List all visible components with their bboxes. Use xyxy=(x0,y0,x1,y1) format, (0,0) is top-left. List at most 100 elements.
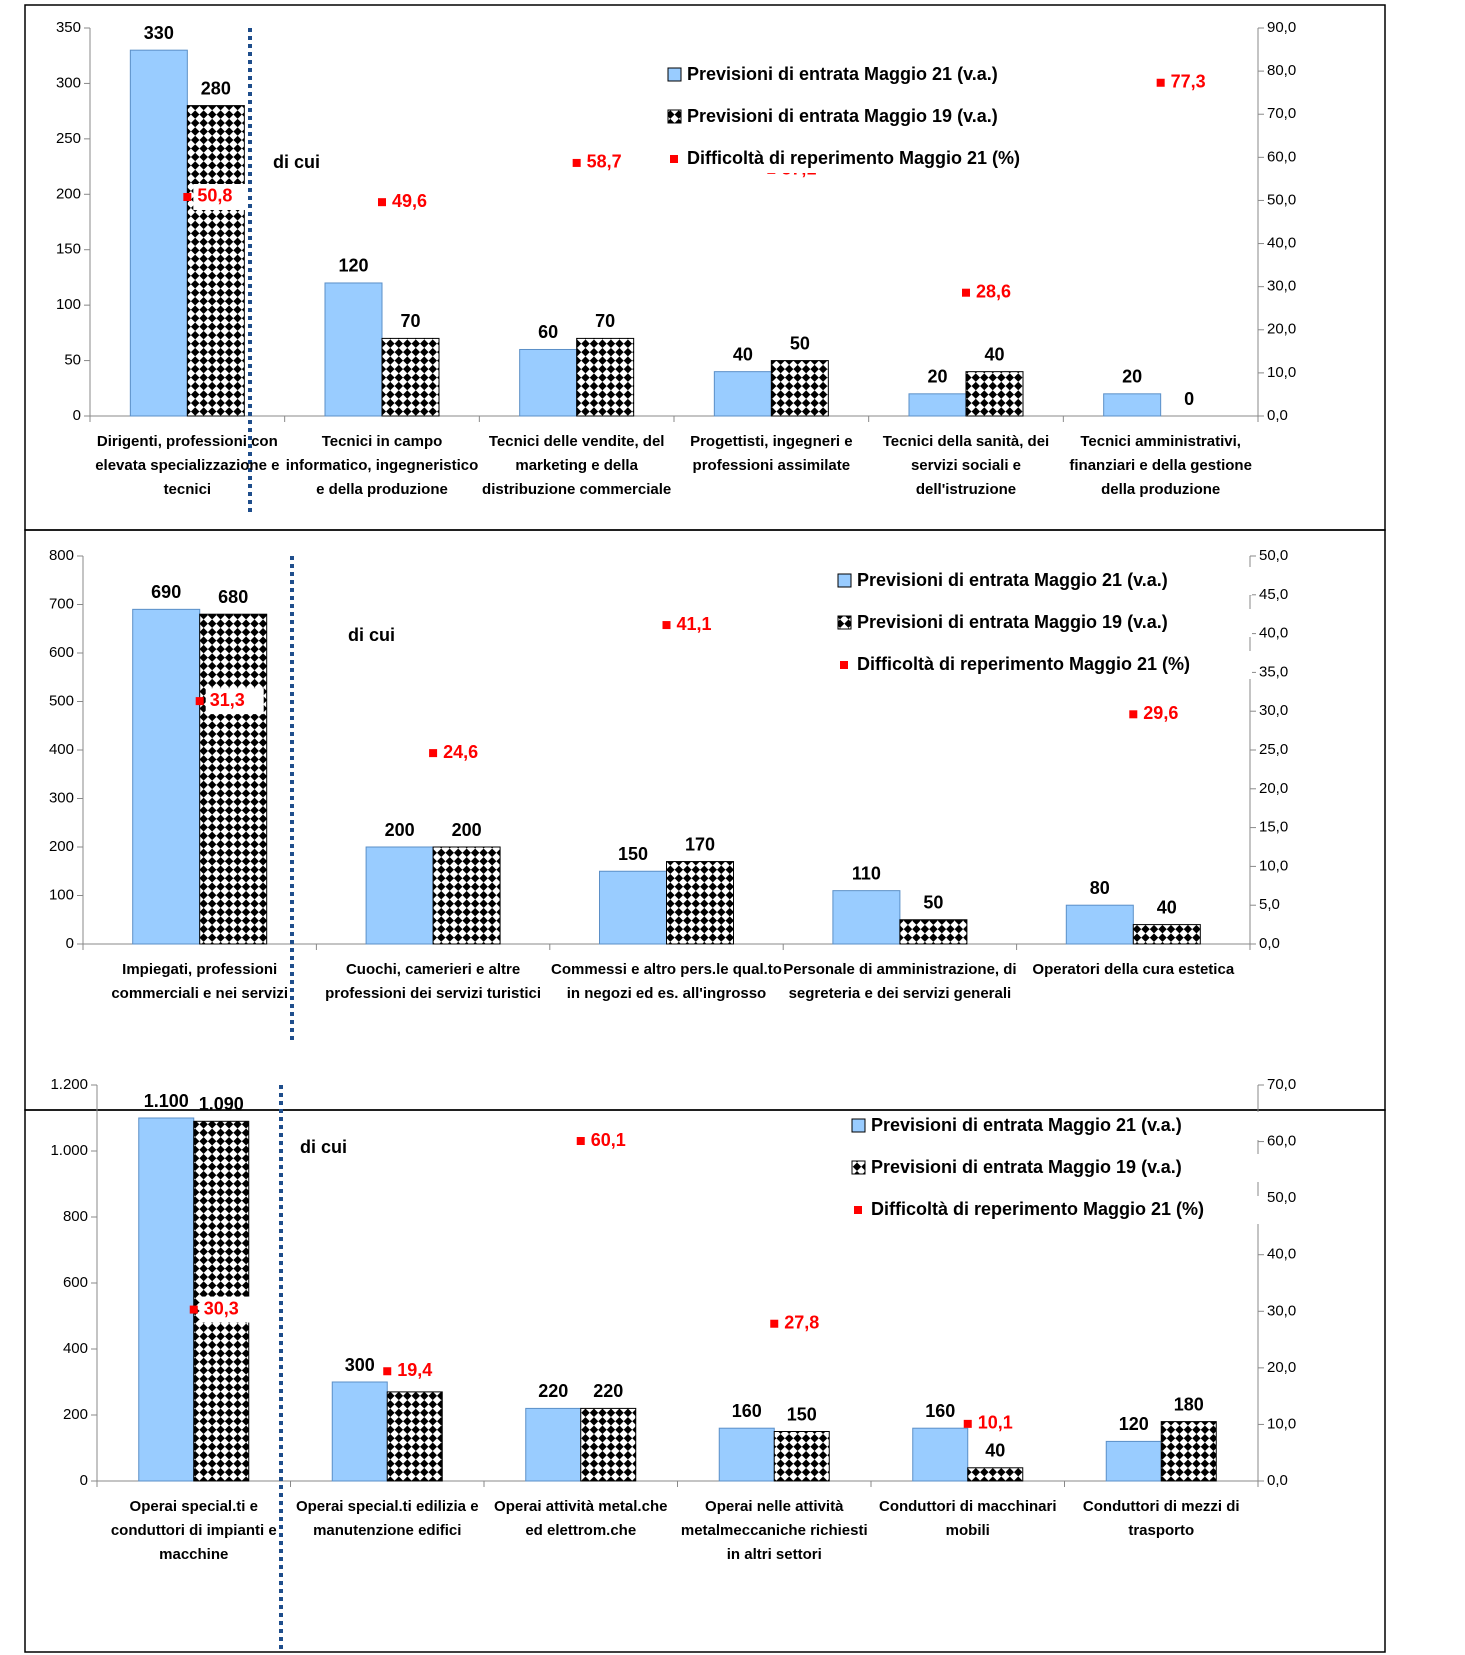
legend-box xyxy=(662,61,1082,89)
point xyxy=(962,288,970,297)
legend-box xyxy=(662,145,1082,173)
bar xyxy=(832,890,901,945)
point xyxy=(383,1367,392,1376)
y2-tick-label: 5,0 xyxy=(1259,896,1280,913)
y2-tick-label: 0,0 xyxy=(1259,935,1280,952)
y-tick-label: 350 xyxy=(56,19,81,36)
bar xyxy=(525,1407,582,1482)
y2-tick-label: 60,0 xyxy=(1267,1133,1296,1150)
value-label-box xyxy=(973,1410,1032,1437)
y2-tick-label: 40,0 xyxy=(1267,235,1296,252)
point xyxy=(770,1319,779,1328)
value-label-box xyxy=(586,1128,645,1155)
y-tick-label: 100 xyxy=(49,886,74,903)
bar xyxy=(912,1427,969,1482)
bar xyxy=(138,1117,195,1482)
legend-box xyxy=(832,609,1252,637)
panel-border xyxy=(24,1109,1386,1653)
value-label-box xyxy=(193,183,252,210)
bar xyxy=(773,1431,830,1482)
point xyxy=(429,749,438,758)
value-label: 49,6 xyxy=(392,191,427,211)
y2-tick-label: 80,0 xyxy=(1267,62,1296,79)
y-tick-label: 150 xyxy=(56,241,81,258)
value-label-box xyxy=(205,688,264,715)
bar xyxy=(519,348,578,417)
value-label-box xyxy=(199,1296,258,1323)
legend-label: Difficoltà di reperimento Maggio 21 (%) xyxy=(687,148,1020,168)
y-tick-label: 0 xyxy=(73,407,81,424)
y2-tick-label: 45,0 xyxy=(1259,586,1288,603)
y-tick-label: 500 xyxy=(49,692,74,709)
value-label: 40 xyxy=(984,344,1004,364)
value-label-box xyxy=(1139,701,1198,728)
x-tick-label: Commessi e altro pers.le qual.to in nego… xyxy=(551,961,782,1002)
bar xyxy=(770,360,829,417)
legend-marker xyxy=(840,661,848,669)
y2-tick-label: 10,0 xyxy=(1267,364,1296,381)
point xyxy=(1156,78,1165,87)
y-tick-label: 800 xyxy=(63,1208,88,1225)
value-label-box xyxy=(780,1310,839,1337)
legend-marker xyxy=(837,573,852,588)
x-tick-label: Personale di amministrazione, di segrete… xyxy=(783,961,1017,1002)
x-tick-label: Operai nelle attività metalmeccaniche ri… xyxy=(680,1498,868,1563)
value-label: 24,6 xyxy=(443,742,478,762)
y-tick-label: 700 xyxy=(49,595,74,612)
legend-box xyxy=(846,1112,1266,1140)
value-label: 180 xyxy=(1174,1394,1204,1414)
value-label-box xyxy=(1166,69,1225,96)
legend-marker xyxy=(851,1118,866,1133)
value-label-box xyxy=(672,612,731,639)
value-label: 200 xyxy=(385,820,415,840)
value-label: 80 xyxy=(1090,878,1110,898)
value-label: 31,3 xyxy=(210,690,245,710)
legend-marker xyxy=(854,1206,862,1214)
bar xyxy=(580,1407,637,1482)
bar xyxy=(1160,1421,1217,1482)
y-tick-label: 600 xyxy=(63,1274,88,1291)
y-tick-label: 200 xyxy=(63,1406,88,1423)
value-label: 220 xyxy=(593,1381,623,1401)
legend-marker xyxy=(670,155,678,163)
point xyxy=(189,1305,198,1314)
y-tick-label: 100 xyxy=(56,296,81,313)
y2-tick-label: 25,0 xyxy=(1259,741,1288,758)
bar xyxy=(331,1381,388,1482)
x-tick-label: Tecnici delle vendite, del marketing e d… xyxy=(482,433,672,498)
annotation: di cui xyxy=(273,152,320,172)
value-label: 150 xyxy=(787,1404,817,1424)
y2-tick-label: 20,0 xyxy=(1259,780,1288,797)
bar xyxy=(599,870,667,945)
bar xyxy=(718,1427,775,1482)
point xyxy=(378,198,386,207)
y-tick-label: 200 xyxy=(56,185,81,202)
value-label: 280 xyxy=(201,78,231,98)
value-label: 27,8 xyxy=(784,1312,819,1332)
y2-tick-label: 50,0 xyxy=(1267,191,1296,208)
legend-marker xyxy=(837,615,852,630)
y2-tick-label: 30,0 xyxy=(1259,702,1288,719)
bar xyxy=(381,337,440,417)
x-tick-label: Operai special.ti e conduttori di impian… xyxy=(110,1498,277,1563)
legend-box xyxy=(832,651,1252,679)
y-tick-label: 1.200 xyxy=(50,1076,88,1093)
y2-tick-label: 0,0 xyxy=(1267,1472,1288,1489)
bar xyxy=(666,861,734,945)
y2-tick-label: 35,0 xyxy=(1259,663,1288,680)
legend-label: Previsioni di entrata Maggio 19 (v.a.) xyxy=(687,106,998,126)
legend-marker xyxy=(851,1160,866,1175)
annotation: di cui xyxy=(300,1137,347,1157)
bar xyxy=(129,49,188,417)
value-label: 40 xyxy=(1157,897,1177,917)
bar xyxy=(1132,924,1201,945)
annotation: di cui xyxy=(348,625,395,645)
value-label: 690 xyxy=(151,582,181,602)
y-tick-label: 400 xyxy=(49,741,74,758)
value-label-box xyxy=(388,189,446,216)
bar xyxy=(1065,904,1134,945)
x-tick-label: Progettisti, ingegneri e professioni ass… xyxy=(690,433,853,474)
value-label: 160 xyxy=(732,1401,762,1421)
